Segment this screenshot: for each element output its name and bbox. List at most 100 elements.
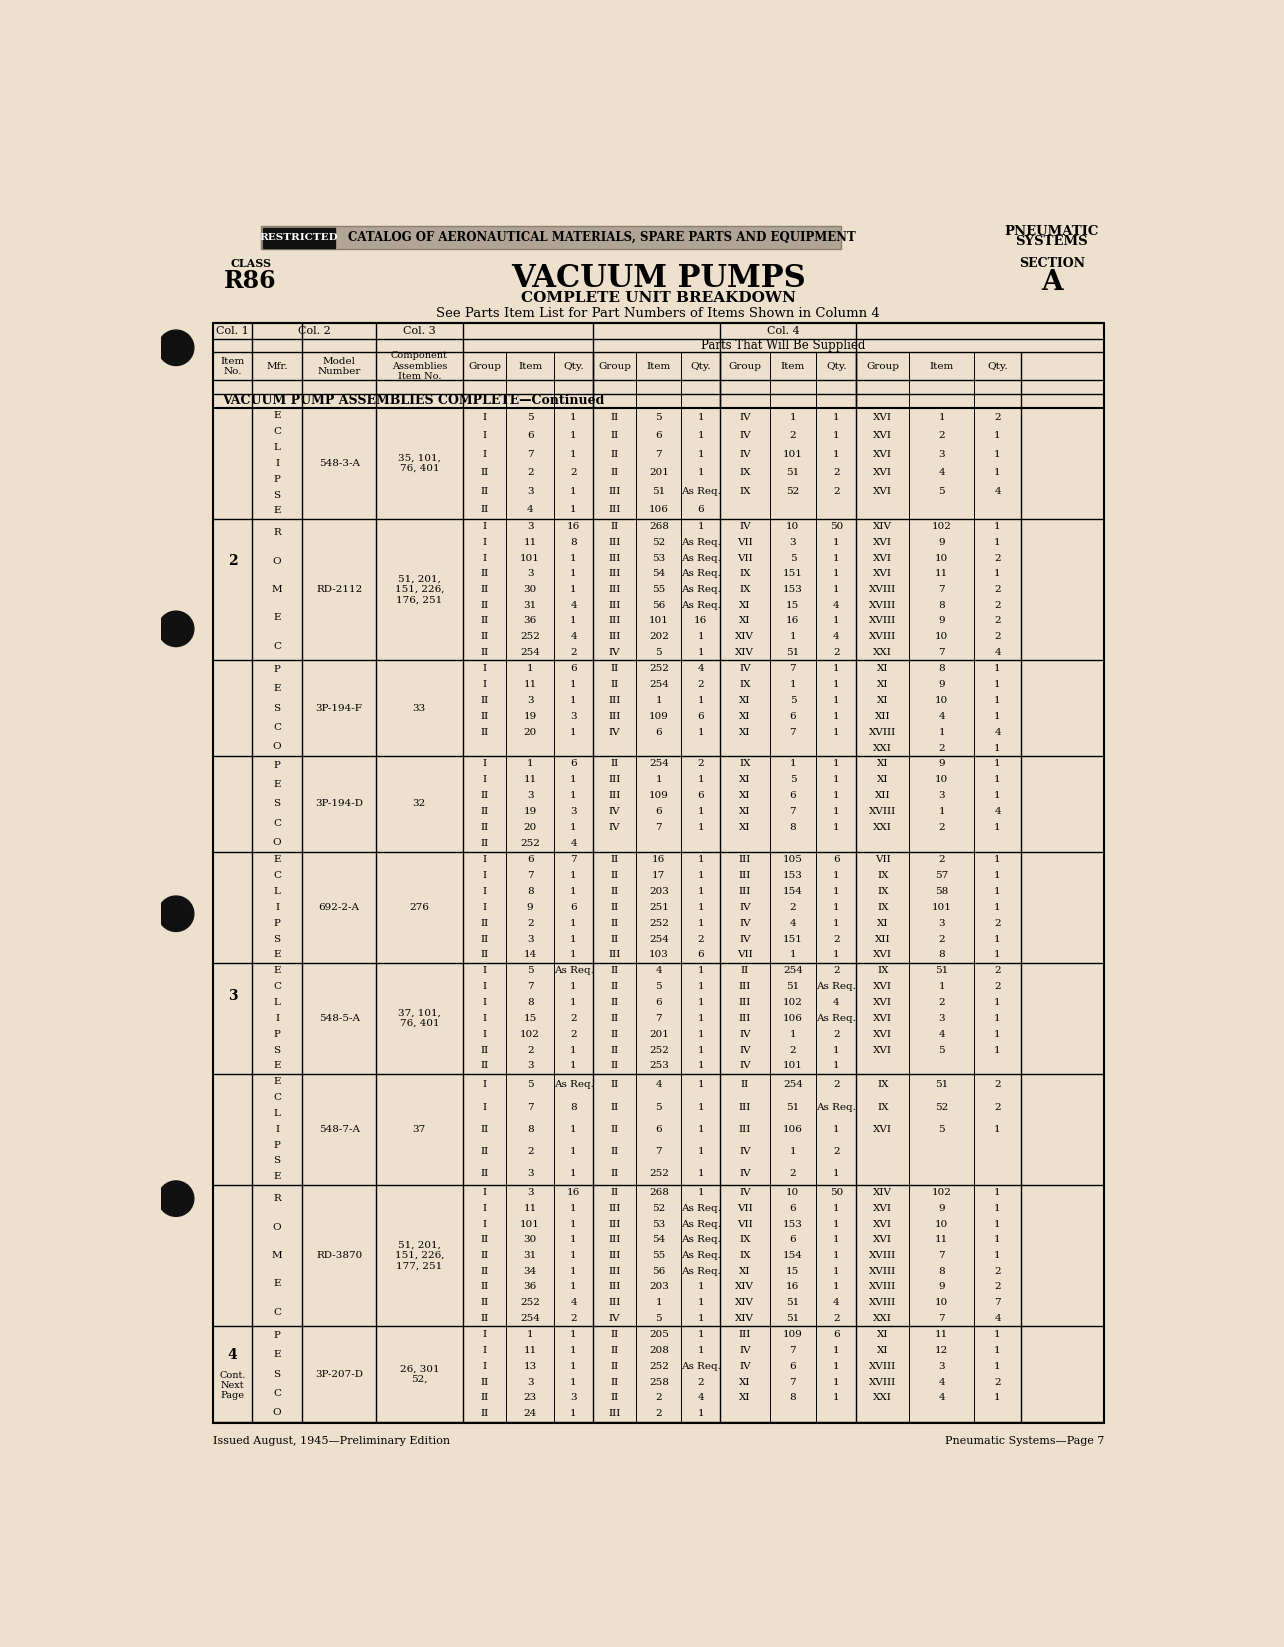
- Text: I: I: [483, 522, 487, 532]
- Text: As Req.: As Req.: [681, 1204, 720, 1212]
- Text: 101: 101: [520, 553, 541, 563]
- Text: XII: XII: [874, 792, 891, 800]
- Text: 1: 1: [994, 824, 1000, 832]
- Text: II: II: [480, 1393, 489, 1403]
- Text: XIV: XIV: [736, 647, 755, 657]
- Bar: [261, 226, 841, 249]
- Text: IX: IX: [740, 1252, 751, 1260]
- Text: Qty.: Qty.: [987, 362, 1008, 371]
- Text: 1: 1: [833, 776, 840, 784]
- Text: 6: 6: [697, 712, 704, 721]
- Text: SYSTEMS: SYSTEMS: [1016, 236, 1088, 249]
- Text: II: II: [610, 1393, 619, 1403]
- Text: IX: IX: [740, 759, 751, 769]
- Text: 101: 101: [783, 1061, 802, 1071]
- Text: 10: 10: [935, 1298, 949, 1308]
- Text: IX: IX: [877, 888, 889, 896]
- Text: 106: 106: [648, 506, 669, 514]
- Text: VII: VII: [737, 1219, 752, 1229]
- Text: III: III: [738, 1329, 751, 1339]
- Text: III: III: [738, 1125, 751, 1133]
- Text: III: III: [609, 616, 621, 626]
- Text: XVI: XVI: [873, 468, 892, 478]
- Text: IV: IV: [740, 1346, 751, 1354]
- Text: 2: 2: [526, 1146, 533, 1156]
- Text: I: I: [483, 664, 487, 672]
- Text: 5: 5: [790, 776, 796, 784]
- Text: 8: 8: [939, 950, 945, 959]
- Text: I: I: [483, 1187, 487, 1197]
- Text: 54: 54: [652, 570, 665, 578]
- Text: III: III: [609, 601, 621, 609]
- Text: 8: 8: [526, 998, 533, 1006]
- Text: IX: IX: [877, 903, 889, 912]
- Text: 55: 55: [652, 585, 665, 595]
- Text: II: II: [480, 506, 489, 514]
- Text: As Req.: As Req.: [681, 601, 720, 609]
- Text: 1: 1: [697, 1046, 704, 1054]
- Text: Col. 4: Col. 4: [768, 326, 800, 336]
- Text: 5: 5: [790, 695, 796, 705]
- Text: 6: 6: [697, 506, 704, 514]
- Text: 1: 1: [994, 522, 1000, 532]
- Text: XVI: XVI: [873, 1125, 892, 1133]
- Text: I: I: [483, 539, 487, 547]
- Text: 51: 51: [786, 1314, 800, 1323]
- Text: 2: 2: [939, 743, 945, 753]
- Text: 2: 2: [994, 585, 1000, 595]
- Text: III: III: [738, 855, 751, 865]
- Text: 2: 2: [939, 855, 945, 865]
- Text: 1: 1: [570, 1362, 577, 1370]
- Text: 1: 1: [994, 1235, 1000, 1243]
- Text: 8: 8: [570, 1102, 577, 1112]
- Text: VACUUM PUMPS: VACUUM PUMPS: [511, 264, 805, 295]
- Text: S: S: [273, 934, 281, 944]
- Text: 53: 53: [652, 553, 665, 563]
- Text: II: II: [610, 1362, 619, 1370]
- Text: 205: 205: [648, 1329, 669, 1339]
- Text: 1: 1: [697, 1283, 704, 1291]
- Text: 1: 1: [697, 728, 704, 736]
- Text: II: II: [610, 871, 619, 879]
- Text: 254: 254: [783, 967, 802, 975]
- Text: Pneumatic Systems—Page 7: Pneumatic Systems—Page 7: [945, 1436, 1104, 1446]
- Text: 7: 7: [939, 1314, 945, 1323]
- Text: II: II: [480, 919, 489, 927]
- Text: 2: 2: [994, 919, 1000, 927]
- Text: 8: 8: [790, 1393, 796, 1403]
- Text: C: C: [273, 982, 281, 991]
- Text: 101: 101: [648, 616, 669, 626]
- Text: 23: 23: [524, 1393, 537, 1403]
- Text: 102: 102: [520, 1029, 541, 1039]
- Text: 1: 1: [833, 1252, 840, 1260]
- Text: 2: 2: [570, 1314, 577, 1323]
- Text: 2: 2: [833, 1080, 840, 1089]
- Text: O: O: [272, 741, 281, 751]
- Text: 101: 101: [932, 903, 951, 912]
- Text: 2: 2: [994, 616, 1000, 626]
- Text: 7: 7: [994, 1298, 1000, 1308]
- Text: 4: 4: [994, 1314, 1000, 1323]
- Text: XI: XI: [877, 680, 889, 688]
- Text: IV: IV: [609, 728, 620, 736]
- Text: Mfr.: Mfr.: [266, 362, 288, 371]
- Text: Group: Group: [467, 362, 501, 371]
- Text: 1: 1: [697, 647, 704, 657]
- Text: P: P: [273, 1141, 281, 1150]
- Text: C: C: [273, 427, 281, 436]
- Text: IX: IX: [740, 468, 751, 478]
- Text: 36: 36: [524, 616, 537, 626]
- Text: II: II: [480, 616, 489, 626]
- Text: 106: 106: [783, 1015, 802, 1023]
- Text: 4: 4: [790, 919, 796, 927]
- Text: XXI: XXI: [873, 1393, 892, 1403]
- Text: Group: Group: [598, 362, 632, 371]
- Text: 5: 5: [526, 967, 533, 975]
- Text: 252: 252: [648, 1046, 669, 1054]
- Text: XI: XI: [740, 776, 751, 784]
- Text: II: II: [480, 1298, 489, 1308]
- Text: 6: 6: [833, 855, 840, 865]
- Text: XI: XI: [877, 664, 889, 672]
- Text: II: II: [610, 855, 619, 865]
- Text: IV: IV: [740, 413, 751, 422]
